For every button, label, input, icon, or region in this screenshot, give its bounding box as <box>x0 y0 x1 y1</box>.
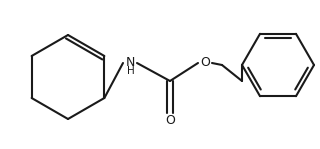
Text: O: O <box>165 114 175 128</box>
Text: O: O <box>200 56 210 69</box>
Text: H: H <box>127 66 135 76</box>
Text: N: N <box>125 56 135 69</box>
